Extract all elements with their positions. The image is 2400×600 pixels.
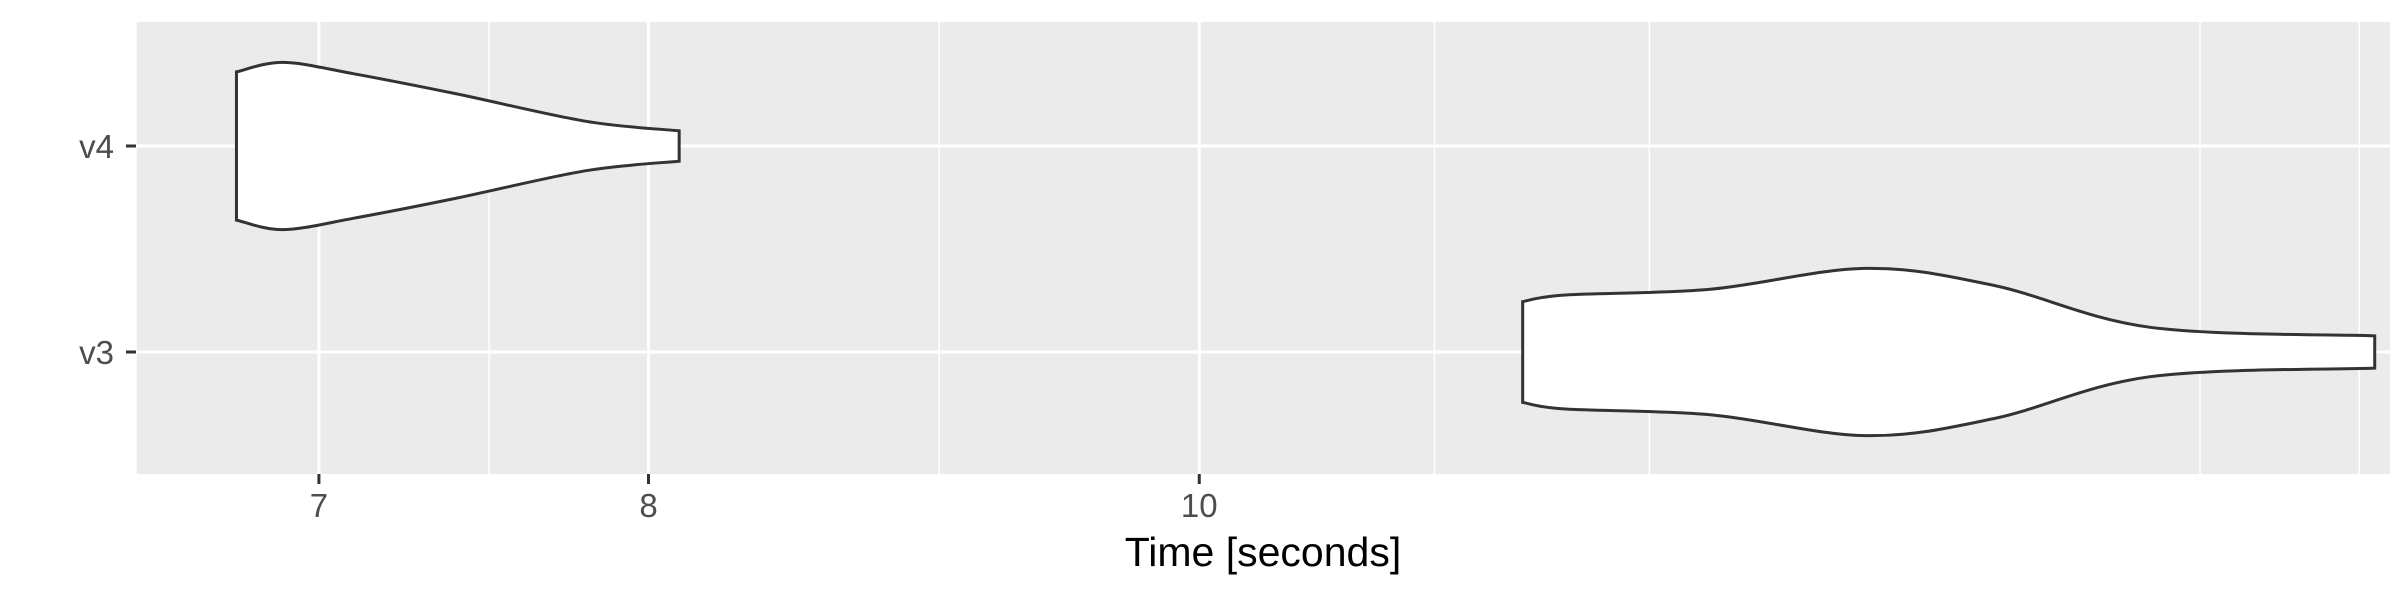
x-tick-label: 8 [639,487,657,524]
violin-v4 [234,60,681,232]
x-tick-label: 7 [310,487,328,524]
x-axis-title: Time [seconds] [1125,529,1401,575]
minor-gridlines [135,22,2361,474]
violin-v3 [1521,266,2377,438]
y-tick-label: v4 [79,128,114,165]
x-axis: 7 8 10 [310,474,1218,524]
y-axis: v3 v4 [79,128,136,371]
y-tick-label: v3 [79,334,114,371]
x-tick-label: 10 [1181,487,1218,524]
violins [234,60,2377,438]
plot-background [136,22,2390,474]
